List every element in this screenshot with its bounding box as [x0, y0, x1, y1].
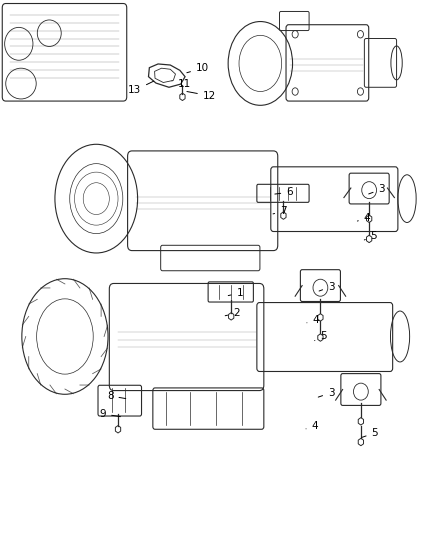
Text: 11: 11	[172, 78, 191, 88]
Text: 2: 2	[225, 308, 240, 318]
Text: 7: 7	[273, 206, 287, 216]
Text: 4: 4	[357, 213, 370, 223]
Text: 5: 5	[362, 428, 378, 438]
Text: 5: 5	[314, 332, 327, 342]
Text: 13: 13	[128, 81, 154, 95]
Text: 6: 6	[275, 187, 293, 197]
Text: 3: 3	[318, 387, 335, 398]
Text: 4: 4	[306, 421, 318, 431]
Text: 12: 12	[187, 91, 216, 101]
Text: 3: 3	[319, 281, 335, 292]
Text: 10: 10	[187, 63, 209, 73]
Text: 9: 9	[99, 409, 120, 419]
Text: 1: 1	[228, 288, 243, 298]
Text: 4: 4	[307, 314, 319, 325]
Text: 8: 8	[107, 391, 126, 401]
Text: 3: 3	[369, 184, 385, 194]
Text: 5: 5	[364, 231, 377, 241]
